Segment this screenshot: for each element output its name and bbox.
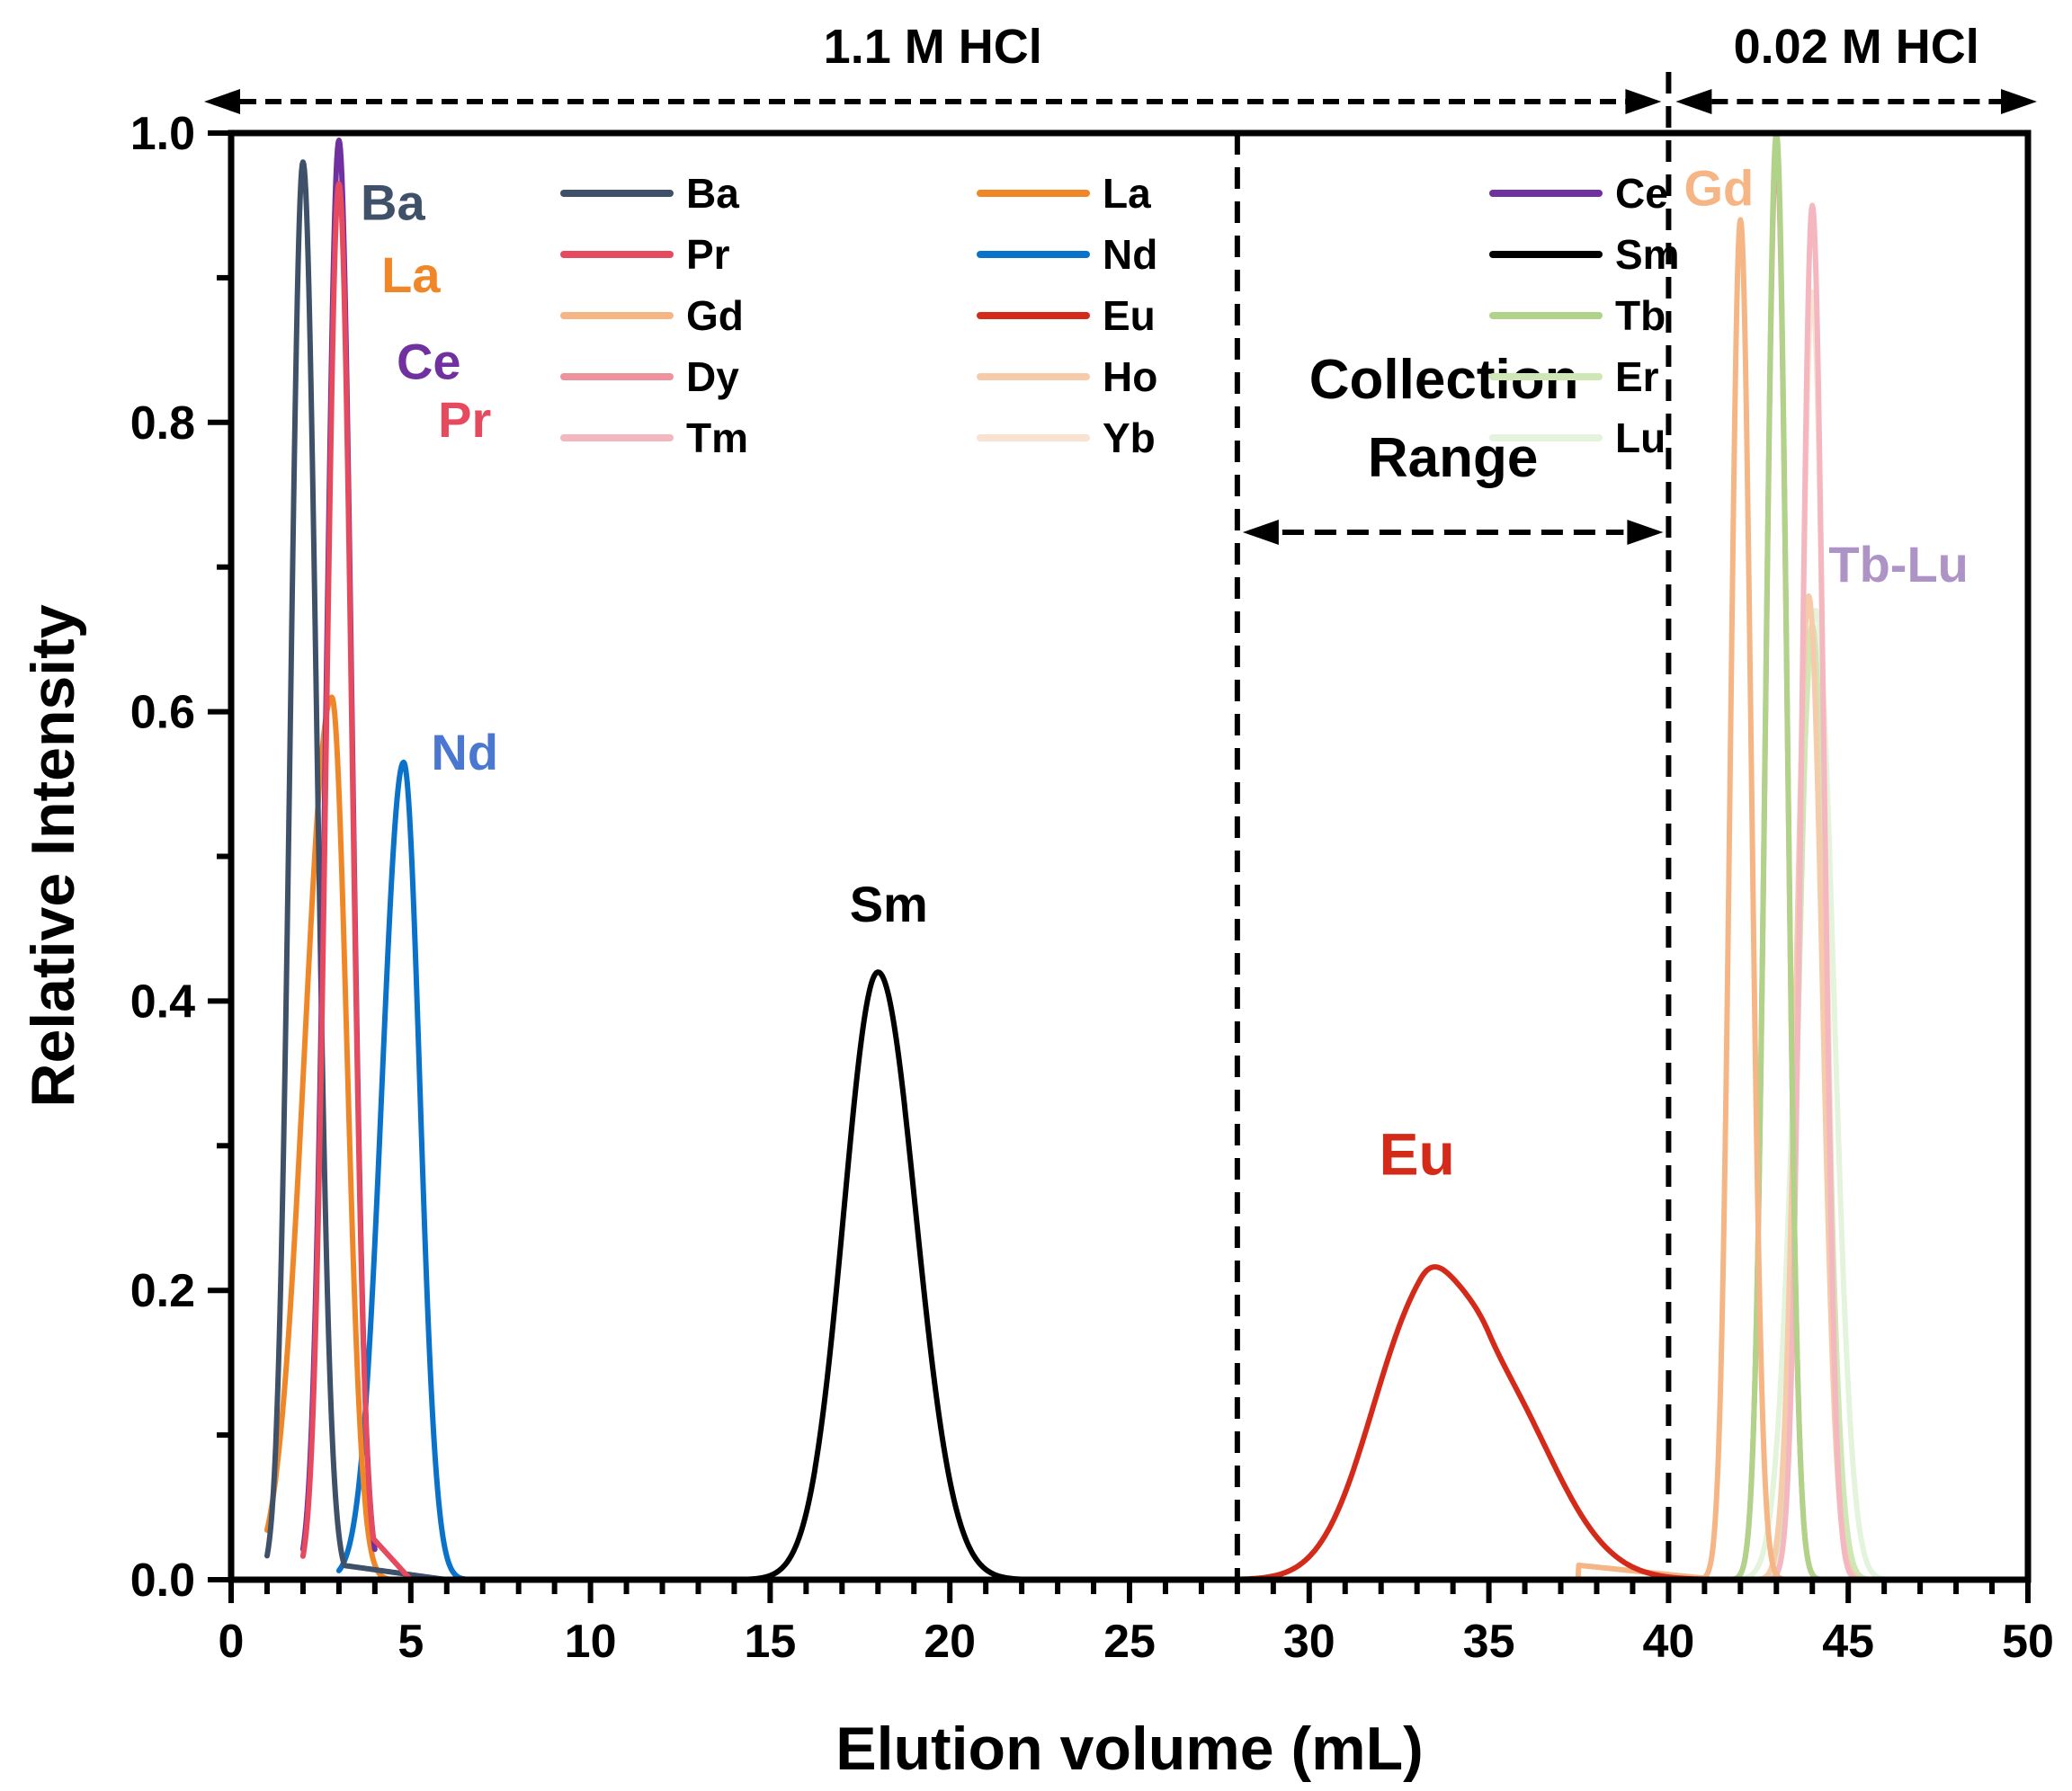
y-tick-label: 0.6 [130,687,195,739]
peak-label-pr: Pr [438,391,491,448]
legend-label: La [1103,170,1151,217]
legend-label: Yb [1103,414,1156,461]
x-tick-label: 0 [219,1616,245,1668]
x-tick-label: 5 [397,1616,424,1668]
legend-label: Tm [686,414,748,461]
y-tick-label: 0.2 [130,1265,195,1317]
peak-label-ba: Ba [361,174,425,231]
legend-label: Lu [1615,414,1666,461]
peak-label-sm: Sm [850,876,928,932]
x-tick-label: 25 [1103,1616,1156,1668]
legend-label: Ce [1615,170,1668,217]
x-tick-label: 15 [744,1616,796,1668]
axes: 0 5 10 15 20 25 30 35 40 45 50 0.0 0.2 0.4 0.6 0.8 1.0 [130,108,2054,1668]
peak-label-la: La [381,246,441,303]
series-line-nd [335,759,809,1582]
legend-item-dy: Dy [560,353,739,400]
legend-label: Tb [1615,292,1666,339]
legend-item-eu: Eu [977,292,1156,339]
legend-label: Pr [686,231,730,278]
legend-label: Eu [1103,292,1156,339]
x-axis-title: Elution volume (mL) [835,1715,1424,1783]
legend-item-la: La [977,170,1151,217]
legend-item-er: Er [1489,353,1659,400]
peak-label-gd: Gd [1684,159,1754,216]
y-tick-label: 0.4 [130,976,195,1028]
peak-label-nd: Nd [431,724,498,780]
legend-item-ce: Ce [1489,170,1668,217]
collection-arrow-right-head [1627,520,1664,545]
region-arrow-left-head [1675,89,1712,114]
legend-item-pr: Pr [560,231,730,278]
series-line-sm [443,969,1168,1582]
y-tick-label: 1.0 [130,108,195,160]
peak-label-tb-lu: Tb-Lu [1828,536,1968,593]
legend-item-yb: Yb [977,414,1156,461]
y-axis-title: Relative Intensity [19,604,87,1107]
legend-item-ho: Ho [977,353,1157,400]
legend-label: Nd [1103,231,1157,278]
x-tick-label: 40 [1642,1616,1694,1668]
legend-item-gd: Gd [560,292,744,339]
legend-label: Sm [1615,231,1680,278]
series-curves [264,130,2031,1582]
legend-item-lu: Lu [1489,414,1666,461]
y-tick-label: 0.8 [130,397,195,450]
legend-label: Gd [686,292,744,339]
legend-item-tb: Tb [1489,292,1666,339]
legend-item-sm: Sm [1489,231,1680,278]
legend-label: Dy [686,353,739,400]
peak-label-eu: Eu [1380,1120,1455,1187]
legend-item-nd: Nd [977,231,1157,278]
x-tick-label: 45 [1822,1616,1874,1668]
legend-label: Ba [686,170,739,217]
series-line-lu [1666,608,2031,1582]
collection-arrow-left-head [1242,520,1279,545]
region-arrow-right-head [2001,89,2037,114]
region-arrow-right-head [1625,89,1662,114]
legend-label: Er [1615,353,1659,400]
eluent-regions: 1.1 M HCl 0.02 M HCl [204,20,2037,114]
y-axis-ticks: 0.0 0.2 0.4 0.6 0.8 1.0 [130,108,231,1607]
series-line-pr [299,181,414,1582]
peak-label-ce: Ce [397,334,461,390]
legend-item-ba: Ba [560,170,739,217]
x-tick-label: 50 [2002,1616,2054,1668]
x-axis-ticks: 0 5 10 15 20 25 30 35 40 45 50 [219,1580,2054,1668]
region-arrow-left-head [204,89,240,114]
y-tick-label: 0.0 [130,1555,195,1607]
legend: Ba La Ce Pr Nd Sm Gd Eu Tb Dy Ho Er Tm Yb Lu [560,170,1680,461]
x-tick-label: 20 [924,1616,976,1668]
x-tick-label: 35 [1463,1616,1515,1668]
x-tick-label: 30 [1283,1616,1335,1668]
legend-item-tm: Tm [560,414,748,461]
region-label: 0.02 M HCl [1734,20,1979,74]
legend-label: Ho [1103,353,1157,400]
region-label: 1.1 M HCl [824,20,1042,74]
collection-range: Collection Range [1234,72,1672,1580]
x-tick-label: 10 [565,1616,617,1668]
